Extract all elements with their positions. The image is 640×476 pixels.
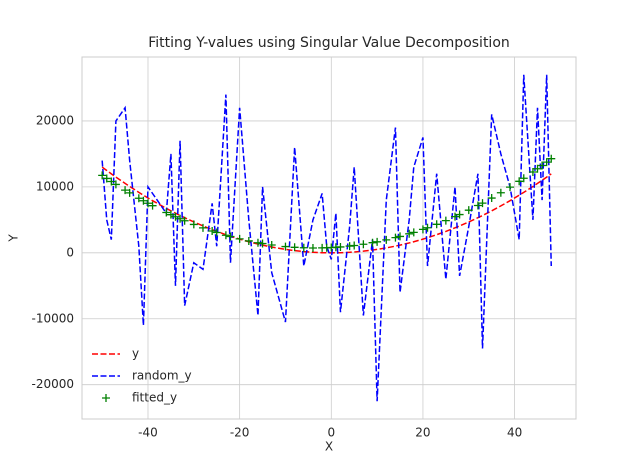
plus-marker (373, 237, 382, 246)
plus-marker (451, 212, 460, 221)
x-tick-label: 0 (327, 426, 335, 440)
plus-marker (382, 235, 391, 244)
plus-marker (519, 174, 528, 183)
plus-marker (533, 164, 542, 173)
plus-marker (299, 243, 308, 252)
plus-marker (180, 216, 189, 225)
plus-marker (487, 194, 496, 203)
y-tick-label: -20000 (31, 377, 74, 391)
plus-marker (198, 223, 207, 232)
y-tick-label: -10000 (31, 311, 74, 325)
plus-marker (171, 212, 180, 221)
plus-marker (226, 232, 235, 241)
plus-marker (281, 242, 290, 251)
plus-marker (98, 171, 107, 180)
y-tick-label: 20000 (36, 113, 74, 127)
plus-marker (464, 206, 473, 215)
plus-marker (267, 240, 276, 249)
plus-marker (528, 168, 537, 177)
legend-label: y (132, 347, 139, 361)
plus-marker (253, 238, 262, 247)
plus-marker (125, 188, 134, 197)
plus-marker (368, 238, 377, 247)
y-axis-label: Y (7, 234, 21, 243)
plus-marker (244, 236, 253, 245)
plus-marker (221, 231, 230, 240)
plus-marker (102, 174, 111, 183)
plot-frame (81, 56, 577, 420)
plus-marker (423, 223, 432, 232)
plus-marker (162, 208, 171, 217)
plus-marker (139, 196, 148, 205)
plus-marker (405, 229, 414, 238)
plus-marker (396, 232, 405, 241)
plus-marker (542, 158, 551, 167)
plus-marker (391, 233, 400, 242)
plus-marker (176, 214, 185, 223)
plus-marker (189, 220, 198, 229)
plus-marker (350, 241, 359, 250)
plus-marker (235, 234, 244, 243)
x-tick-label: -20 (230, 426, 250, 440)
plus-marker (359, 240, 368, 249)
chart-title: Fitting Y-values using Singular Value De… (148, 35, 510, 51)
x-axis-label: X (325, 440, 333, 454)
plus-marker (506, 183, 515, 192)
plus-marker (547, 154, 556, 163)
plus-marker (441, 216, 450, 225)
plus-marker (496, 188, 505, 197)
plus-marker (290, 243, 299, 252)
plus-marker (515, 177, 524, 186)
plus-marker (432, 220, 441, 229)
plus-marker (336, 242, 345, 251)
plus-marker (208, 226, 217, 235)
plus-marker (538, 161, 547, 170)
plus-marker (212, 228, 221, 237)
plus-marker (111, 180, 120, 189)
plus-marker (455, 210, 464, 219)
plus-marker (473, 201, 482, 210)
plus-marker (166, 210, 175, 219)
legend-swatch (102, 394, 110, 402)
y-tick-label: 0 (66, 245, 74, 259)
plus-marker (478, 199, 487, 208)
x-tick-label: 20 (415, 426, 430, 440)
legend-label: random_y (132, 369, 192, 383)
y-tick-label: 10000 (36, 179, 74, 193)
plus-marker (107, 177, 116, 186)
plus-marker (409, 228, 418, 237)
plus-marker (258, 239, 267, 248)
plus-marker (134, 194, 143, 203)
plus-marker (418, 225, 427, 234)
x-tick-label: -40 (138, 426, 158, 440)
plus-marker (121, 186, 130, 195)
plus-marker (143, 199, 152, 208)
x-tick-label: 40 (507, 426, 522, 440)
plus-marker (148, 201, 157, 210)
legend-label: fitted_y (132, 391, 177, 405)
plus-marker (308, 243, 317, 252)
series-line (101, 74, 553, 402)
